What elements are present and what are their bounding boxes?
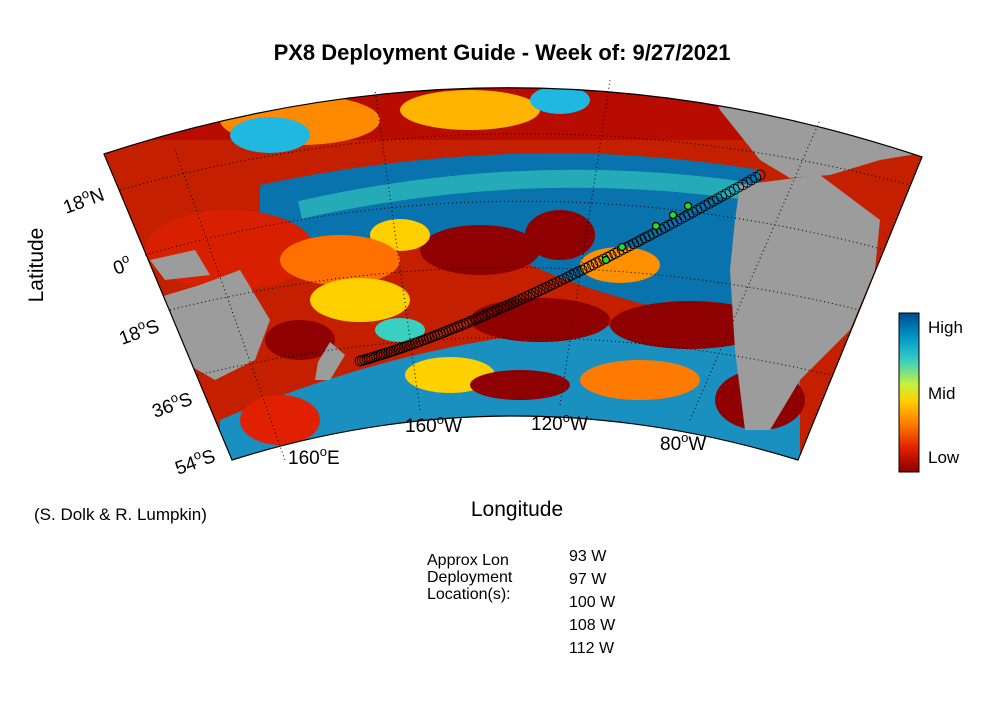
lat-tick-36S: 36oS — [148, 385, 195, 423]
lon-tick-80W: 80oW — [660, 430, 706, 455]
lon-tick-160W: 160oW — [405, 412, 462, 437]
map-frame — [103, 87, 923, 461]
deployment-location: 100 W — [569, 594, 616, 611]
colorbar — [898, 312, 920, 473]
credit-text: (S. Dolk & R. Lumpkin) — [34, 505, 207, 524]
map-title: PX8 Deployment Guide - Week of: 9/27/202… — [273, 40, 731, 65]
track-point — [754, 169, 766, 181]
deployment-point — [651, 221, 661, 231]
deployment-location: 108 W — [569, 617, 616, 634]
deployment-locations: 93 W 97 W 100 W 108 W 112 W — [569, 545, 615, 660]
deployment-location: 97 W — [569, 571, 607, 588]
colorbar-label-mid: Mid — [928, 384, 956, 403]
deployment-label-line: Deployment — [427, 569, 513, 586]
graticule — [119, 79, 911, 461]
ship-track — [354, 169, 766, 367]
colorbar-label-high: High — [928, 318, 963, 337]
deployment-label: Approx Lon Deployment Location(s): — [427, 552, 567, 603]
lat-tick-54S: 54oS — [171, 442, 218, 480]
deployment-point — [601, 255, 611, 265]
lon-tick-160E: 160oE — [288, 444, 340, 469]
deployment-location: 112 W — [569, 640, 615, 657]
lat-tick-18N: 18oN — [59, 181, 107, 219]
lon-tick-120W: 120oW — [531, 410, 588, 435]
y-axis-label: Latitude — [25, 227, 48, 303]
deployment-point — [683, 201, 693, 211]
deployment-label-line: Location(s): — [427, 586, 511, 603]
colorbar-label-low: Low — [928, 448, 960, 467]
lat-tick-0: 0o — [109, 250, 134, 280]
lat-tick-18S: 18oS — [115, 312, 162, 350]
deployment-point — [668, 210, 678, 220]
deployment-label-line: Approx Lon — [427, 552, 509, 569]
deployment-point — [617, 242, 627, 252]
deployment-location: 93 W — [569, 548, 607, 565]
x-axis-label: Longitude — [470, 498, 564, 521]
